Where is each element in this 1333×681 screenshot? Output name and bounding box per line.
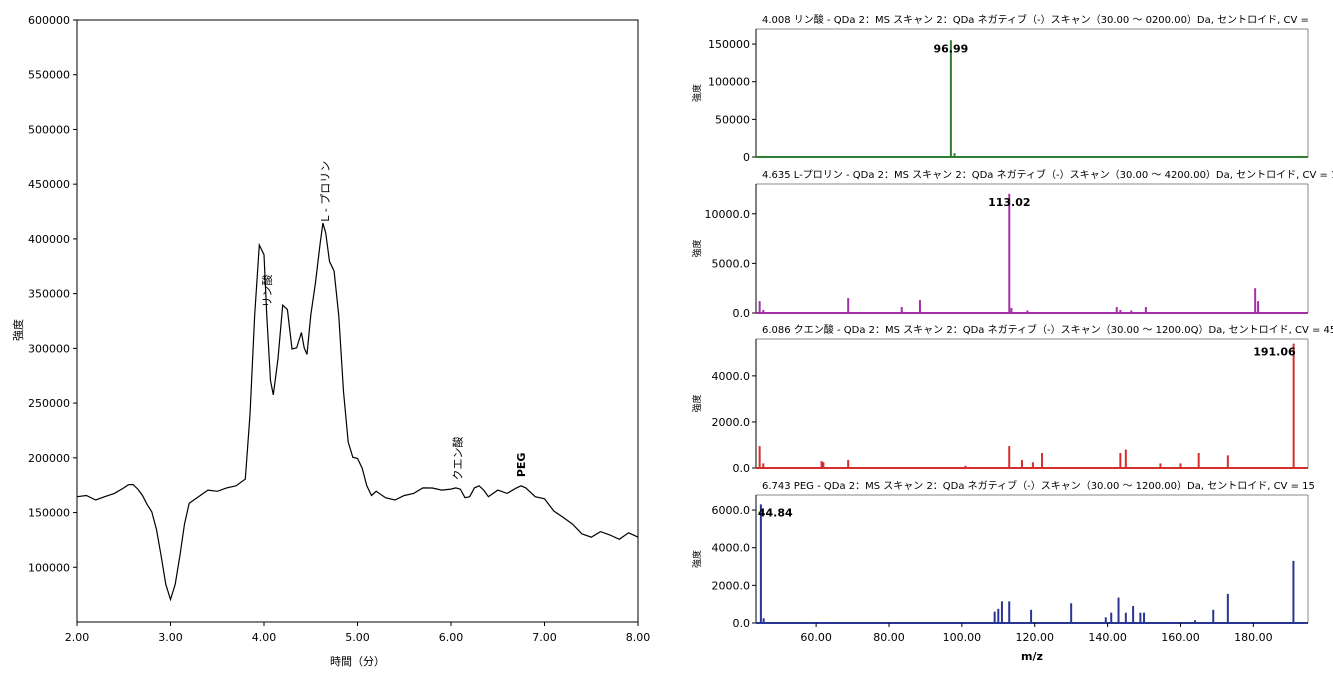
spectrum-xlabel: m/z [1021, 650, 1043, 663]
spectrum-ylabel: 強度 [691, 550, 703, 568]
chromatogram-xlabel: 時間（分） [330, 655, 385, 668]
spectrum-ytick-label: 0 [743, 151, 750, 164]
chromatogram-peak-label: PEG [515, 453, 528, 478]
spectrum-header: 4.008 リン酸 - QDa 2：MS スキャン 2：QDa ネガティブ（-）… [762, 13, 1309, 26]
spectrum-ytick-label: 4000.0 [712, 542, 751, 555]
spectrum-xtick-label: 80.00 [873, 631, 905, 644]
spectrum-ytick-label: 150000 [708, 38, 750, 51]
spectrum-ytick-label: 2000.0 [712, 579, 751, 592]
chromatogram-xtick-label: 2.00 [65, 631, 90, 644]
spectrum-ylabel: 強度 [691, 84, 703, 102]
spectrum-ytick-label: 4000.0 [712, 370, 751, 383]
chromatogram-ytick-label: 300000 [28, 342, 70, 355]
chromatogram-ytick-label: 500000 [28, 123, 70, 136]
spectrum-xtick-label: 160.00 [1161, 631, 1200, 644]
spectrum-ytick-label: 100000 [708, 76, 750, 89]
spectrum-ytick-label: 0.0 [733, 307, 751, 320]
spectrum-ytick-label: 10000.0 [705, 208, 751, 221]
chromatogram-ytick-label: 100000 [28, 561, 70, 574]
spectrum-ylabel: 強度 [691, 394, 703, 412]
spectrum-header: 4.635 L-プロリン - QDa 2：MS スキャン 2：QDa ネガティブ… [762, 168, 1333, 181]
spectrum-peak-label: 96.99 [933, 42, 968, 55]
chromatogram-ytick-label: 150000 [28, 507, 70, 520]
chromatogram-ytick-label: 200000 [28, 452, 70, 465]
spectrum-ytick-label: 0.0 [733, 617, 751, 630]
spectrum-xtick-label: 60.00 [800, 631, 832, 644]
spectrum-xtick-label: 120.00 [1015, 631, 1054, 644]
chromatogram-peak-label: クエン酸 [451, 436, 465, 480]
chromatogram-peak-label: L - プロリン [319, 161, 332, 222]
chromatogram-trace [76, 222, 639, 602]
chromatogram-ytick-label: 400000 [28, 233, 70, 246]
spectrum-peak-label: 44.84 [758, 506, 793, 519]
chromatogram-xtick-label: 4.00 [252, 631, 277, 644]
chromatogram-xtick-label: 5.00 [345, 631, 370, 644]
chromatogram-ytick-label: 350000 [28, 288, 70, 301]
spectrum-header: 6.743 PEG - QDa 2：MS スキャン 2：QDa ネガティブ（-）… [762, 479, 1315, 492]
chromatogram-ytick-label: 450000 [28, 178, 70, 191]
spectrum-ytick-label: 2000.0 [712, 416, 751, 429]
spectrum-peak-label: 113.02 [988, 196, 1030, 209]
chromatogram-peak-label: リン酸 [260, 275, 274, 308]
spectrum-header: 6.086 クエン酸 - QDa 2：MS スキャン 2：QDa ネガティブ（-… [762, 323, 1333, 336]
spectrum-xtick-label: 140.00 [1088, 631, 1127, 644]
chromatogram-xtick-label: 7.00 [532, 631, 557, 644]
chromatogram-xtick-label: 6.00 [439, 631, 464, 644]
chromatogram-ytick-label: 600000 [28, 14, 70, 27]
chromatogram-frame [76, 19, 639, 623]
chromatogram-ylabel: 強度 [11, 319, 25, 341]
spectrum-ytick-label: 50000 [715, 113, 750, 126]
spectrum-xtick-label: 100.00 [943, 631, 982, 644]
spectrum-xtick-label: 180.00 [1234, 631, 1273, 644]
chromatogram-xtick-label: 8.00 [626, 631, 651, 644]
chromatogram-ytick-label: 250000 [28, 397, 70, 410]
spectrum-peak-label: 191.06 [1253, 346, 1296, 359]
spectrum-ytick-label: 5000.0 [712, 257, 751, 270]
chromatogram-ytick-label: 550000 [28, 69, 70, 82]
spectrum-ylabel: 強度 [691, 239, 703, 257]
spectrum-ytick-label: 0.0 [733, 462, 751, 475]
spectrum-ytick-label: 6000.0 [712, 504, 751, 517]
chromatogram-xtick-label: 3.00 [158, 631, 183, 644]
